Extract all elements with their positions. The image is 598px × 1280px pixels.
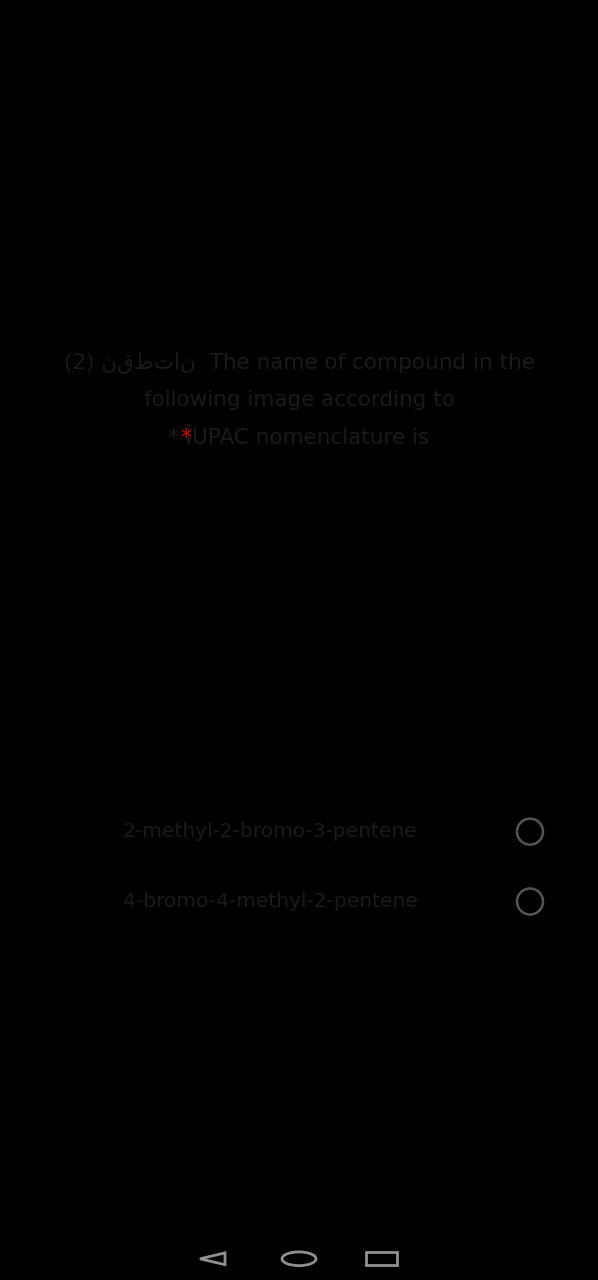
- Text: following image according to: following image according to: [144, 390, 454, 410]
- Text: $\mathrm{CH_3}$: $\mathrm{CH_3}$: [376, 590, 414, 612]
- Text: $\mathrm{CH}$: $\mathrm{CH}$: [181, 636, 209, 655]
- Text: 2-methyl-2-bromo-3-pentene: 2-methyl-2-bromo-3-pentene: [123, 822, 417, 841]
- Text: $\mathrm{CH_3}$: $\mathrm{CH_3}$: [61, 662, 99, 684]
- Text: (2) نقطتان  The name of compound in the: (2) نقطتان The name of compound in the: [63, 352, 535, 374]
- Text: $\mathrm{C}$: $\mathrm{C}$: [388, 681, 402, 700]
- Text: $\mathrm{CH}$: $\mathrm{CH}$: [281, 666, 309, 685]
- Text: *: *: [181, 428, 191, 448]
- Text: * IUPAC nomenclature is: * IUPAC nomenclature is: [169, 428, 429, 448]
- Text: $\mathrm{CH_3}$: $\mathrm{CH_3}$: [491, 699, 529, 719]
- Text: 4-bromo-4-methyl-2-pentene: 4-bromo-4-methyl-2-pentene: [123, 892, 417, 911]
- Text: Br: Br: [491, 626, 512, 644]
